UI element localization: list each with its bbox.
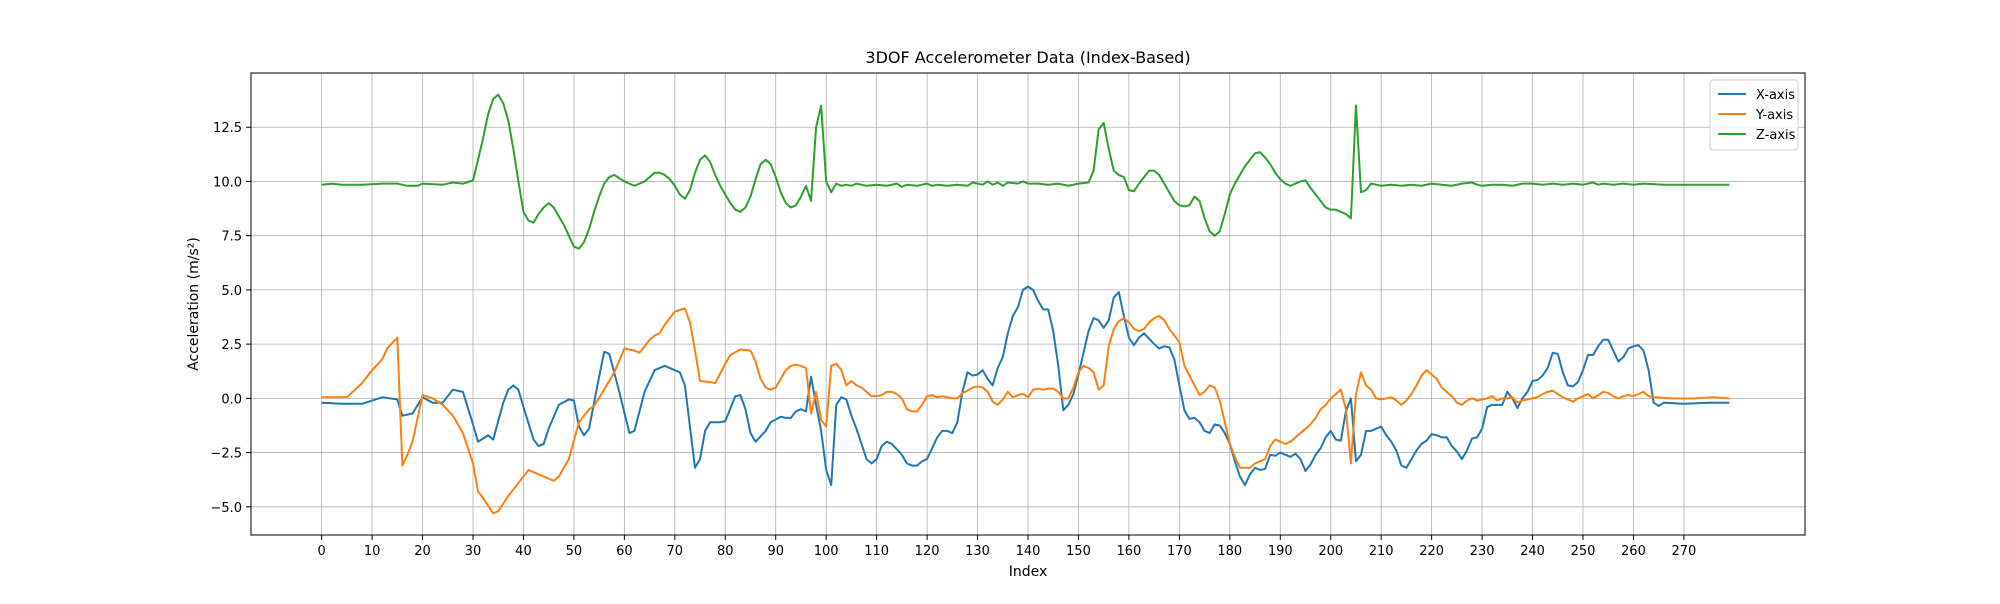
legend-box bbox=[1709, 79, 1799, 151]
x-tick-label: 230 bbox=[1470, 544, 1495, 559]
y-tick-label: 10.0 bbox=[213, 175, 242, 190]
y-tick-label: 7.5 bbox=[221, 230, 242, 245]
x-tick-label: 80 bbox=[717, 544, 734, 559]
legend: X-axis Y-axis Z-axis bbox=[1709, 79, 1799, 151]
legend-label-x-axis: X-axis bbox=[1756, 88, 1795, 103]
y-tick-label: −5.0 bbox=[210, 501, 242, 516]
y-tick-label: 2.5 bbox=[221, 338, 242, 353]
x-tick-label: 190 bbox=[1268, 544, 1293, 559]
x-tick-label: 200 bbox=[1318, 544, 1343, 559]
x-tick-label: 140 bbox=[1016, 544, 1041, 559]
x-tick-label: 150 bbox=[1066, 544, 1091, 559]
x-tick-label: 10 bbox=[364, 544, 381, 559]
axis-ticks: 0 10 20 30 40 50 60 70 80 90 100 110 120 130 140 150 160… bbox=[210, 121, 1696, 559]
series-line-y-axis bbox=[321, 307, 1730, 515]
x-axis-label: Index bbox=[1009, 564, 1048, 580]
x-tick-label: 240 bbox=[1520, 544, 1545, 559]
x-tick-label: 30 bbox=[465, 544, 482, 559]
x-tick-label: 40 bbox=[515, 544, 532, 559]
x-tick-label: 120 bbox=[915, 544, 940, 559]
x-tick-label: 220 bbox=[1419, 544, 1444, 559]
x-tick-label: 60 bbox=[616, 544, 633, 559]
x-tick-label: 50 bbox=[566, 544, 583, 559]
legend-label-y-axis: Y-axis bbox=[1755, 108, 1793, 123]
legend-label-z-axis: Z-axis bbox=[1756, 128, 1796, 143]
x-tick-label: 90 bbox=[767, 544, 784, 559]
x-tick-label: 260 bbox=[1621, 544, 1646, 559]
x-tick-label: 250 bbox=[1571, 544, 1596, 559]
x-tick-label: 210 bbox=[1369, 544, 1394, 559]
series-lines bbox=[321, 93, 1730, 515]
y-tick-label: 0.0 bbox=[221, 392, 242, 407]
x-tick-label: 180 bbox=[1217, 544, 1242, 559]
x-tick-label: 170 bbox=[1167, 544, 1192, 559]
series-line-x-axis bbox=[321, 285, 1730, 487]
x-tick-label: 160 bbox=[1116, 544, 1141, 559]
x-tick-label: 70 bbox=[667, 544, 684, 559]
series-line-z-axis bbox=[321, 93, 1730, 250]
x-tick-label: 100 bbox=[814, 544, 839, 559]
x-tick-label: 110 bbox=[864, 544, 889, 559]
y-axis-label: Acceleration (m/s²) bbox=[186, 237, 202, 371]
y-tick-label: 5.0 bbox=[221, 284, 242, 299]
x-tick-label: 270 bbox=[1671, 544, 1696, 559]
x-tick-label: 130 bbox=[965, 544, 990, 559]
y-tick-label: 12.5 bbox=[213, 121, 242, 136]
grid bbox=[251, 73, 1805, 535]
x-tick-label: 20 bbox=[414, 544, 431, 559]
x-tick-label: 0 bbox=[317, 544, 325, 559]
y-tick-label: −2.5 bbox=[210, 447, 242, 462]
chart-title: 3DOF Accelerometer Data (Index-Based) bbox=[865, 48, 1190, 67]
